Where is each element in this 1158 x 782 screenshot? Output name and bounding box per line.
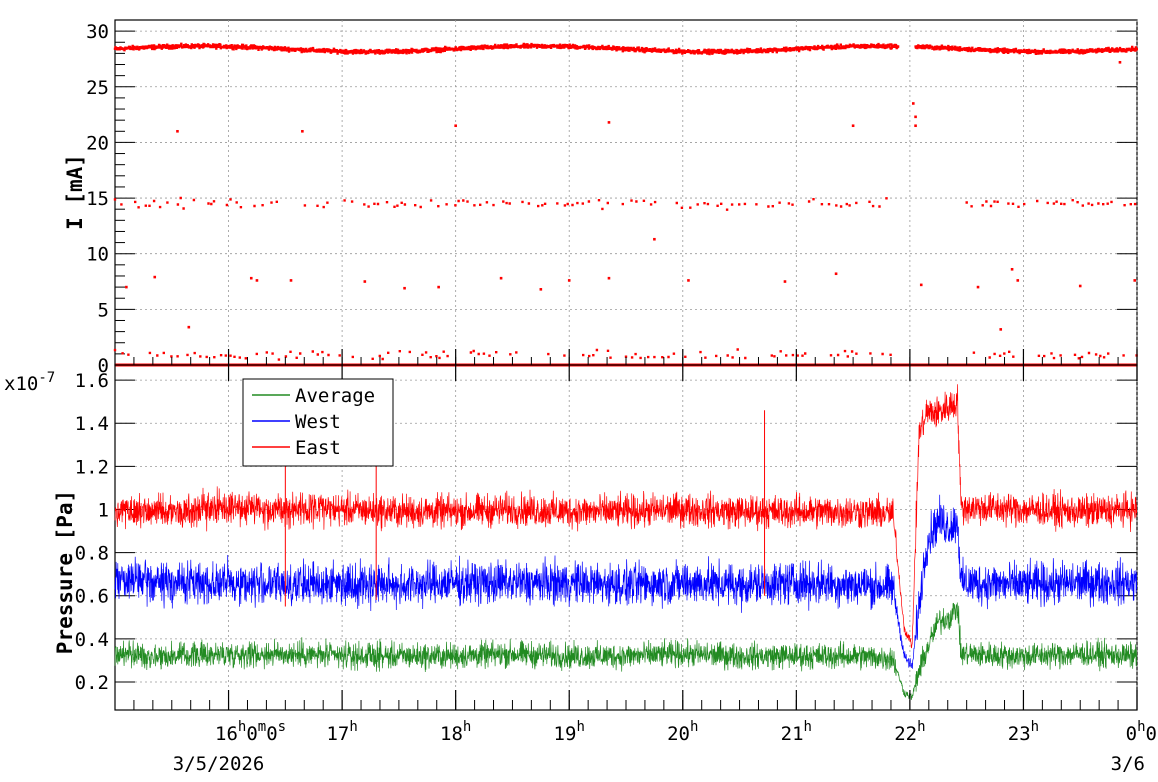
current-outlier-point [607,276,611,280]
pressure-y-tick-label: 0.8 [75,543,109,565]
current-outlier-point [919,283,923,287]
x-tick-label: 16h0m0s [215,719,286,745]
current-y-tick-label: 30 [86,21,109,43]
x-tick-label: 17h [326,719,357,745]
pressure-y-tick-label: 1.2 [75,456,109,478]
current-y-tick-label: 20 [86,132,109,154]
x-tick-label: 0h0 [1126,719,1157,745]
current-outlier-point [567,279,571,282]
current-outlier-point [1010,267,1014,271]
current-outlier-point [153,275,157,279]
current-band-markers [914,44,1138,55]
current-outlier-point [653,237,656,241]
pressure-y-tick-label: 1 [98,499,109,521]
pressure-data [114,384,1138,700]
current-outlier-point [976,285,980,289]
pressure-y-tick-label: 1.4 [75,413,109,435]
current-outlier-point [403,286,406,290]
current-y-tick-label: 5 [98,299,109,321]
legend: Average West East [242,378,394,467]
current-outlier-point [249,276,253,280]
current-y-axis-label: I [mA] [63,154,87,230]
current-band-markers [113,42,900,56]
current-outlier-point [834,272,838,276]
pressure-y-tick-label: 0.2 [75,672,109,694]
current-outlier-point [783,280,787,283]
current-frame [114,19,1138,366]
current-outlier-point [851,124,855,128]
current-outlier-point [437,285,440,289]
pressure-y-ticks: 0.2 0.4 0.6 0.8 1 1.2 1.4 1.6 [75,370,1137,694]
current-outlier-point [187,325,191,329]
x-tick-label: 19h [554,719,585,745]
current-outlier-point [1118,60,1122,64]
current-outlier-point [999,328,1003,331]
current-outlier-point [289,279,293,282]
pressure-y-tick-label: 0.4 [75,629,109,651]
current-outlier-point [454,124,457,128]
current-y-tick-label: 25 [86,77,109,99]
x-tick-label: 21h [781,719,812,745]
current-outlier-point [363,280,367,283]
current-outlier-point [125,285,128,289]
pressure-panel: 0.2 0.4 0.6 0.8 1 1.2 1.4 1.6 Pressure [Pa] x10… [4,349,1157,775]
current-outlier-point [499,276,503,280]
current-band-markers [113,196,888,211]
current-y-tick-label: 15 [86,188,109,210]
pressure-y-tick-label: 1.6 [75,370,109,392]
current-outlier-point [914,115,917,119]
current-y-ticks: 0 5 10 15 20 25 30 [86,21,1137,377]
legend-label-east: East [295,437,341,459]
current-band-markers [965,199,1137,208]
pressure-multiplier: x10-7 [4,370,55,395]
current-band-markers [113,348,892,361]
x-tick-label: 18h [440,719,471,745]
current-band-markers [972,350,1138,360]
current-panel: 0 5 10 15 20 25 30 I [mA] [63,19,1138,377]
current-outlier-point [687,279,690,282]
pressure-y-tick-label: 0.6 [75,586,109,608]
legend-box [242,378,394,467]
current-y-tick-label: 10 [86,244,109,266]
current-y-tick-label: 0 [98,355,109,377]
current-gridlines [115,20,1138,366]
current-outlier-point [255,279,259,282]
current-outlier-point [176,129,179,133]
current-outlier-point [607,121,611,124]
x-date-label: 3/5/2026 [173,753,265,775]
current-outlier-point [301,129,304,133]
current-data [113,42,1138,367]
current-outlier-point [539,288,543,291]
x-tick-label: 22h [894,719,925,745]
pressure-y-axis-label: Pressure [Pa] [53,490,77,654]
x-tick-label: 23h [1008,719,1039,745]
pressure-series-line-average [114,602,1138,700]
current-outlier-point [914,124,917,128]
x-tick-label: 20h [667,719,698,745]
x-date-label: 3/6 [1111,753,1145,775]
current-outlier-point [1016,279,1020,282]
current-outlier-point [911,102,915,105]
time-x-ticks: 16h0m0s 3/5/2026 17h 18h 19h 20h 21h 22h 23h 0h0 3… [114,349,1157,775]
legend-label-west: West [295,411,341,433]
current-outlier-point [1133,279,1137,282]
legend-label-average: Average [295,385,375,407]
current-outlier-point [1078,284,1082,288]
